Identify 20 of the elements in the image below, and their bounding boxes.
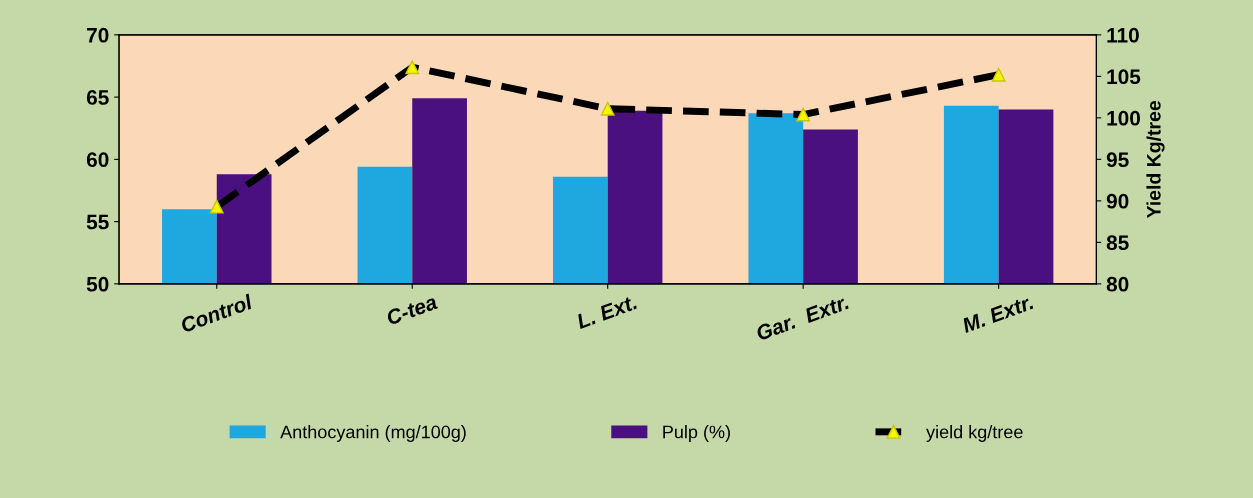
y2-tick-label: 80 [1106, 276, 1129, 292]
x-tick-label: C-tea [385, 294, 439, 326]
y2-tick-label: 110 [1107, 27, 1139, 43]
y-tick-label: 65 [86, 90, 109, 105]
y2-tick-label: 90 [1106, 193, 1129, 209]
y2-tick-label: 85 [1106, 235, 1129, 251]
y-tick-label: 70 [87, 27, 109, 43]
y2-axis-title: Yield Kg/tree [1146, 100, 1165, 219]
x-tick-label: Gar. Extr. [755, 294, 850, 341]
y-tick-label: 55 [86, 214, 109, 230]
legend-label: yield kg/tree [926, 425, 1023, 442]
y2-tick-label: 100 [1107, 110, 1140, 126]
y-tick-label: 50 [86, 276, 109, 292]
x-tick-label: M. Extr. [961, 294, 1034, 334]
x-tick-label: L. Ext. [575, 294, 638, 330]
y2-tick-label: 95 [1106, 152, 1129, 168]
y-tick-label: 60 [86, 152, 109, 168]
legend-label: Anthocyanin (mg/100g) [280, 425, 466, 442]
legend-label: Pulp (%) [663, 425, 730, 442]
y2-tick-label: 105 [1107, 69, 1141, 85]
